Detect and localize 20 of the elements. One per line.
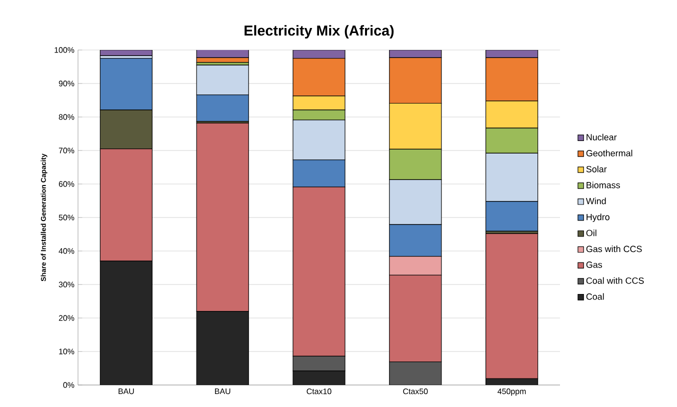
bar — [196, 50, 249, 58]
bar — [196, 311, 249, 385]
legend-label: Wind — [586, 198, 606, 204]
legend-label: Coal — [586, 293, 604, 300]
legend-label: Hydro — [586, 214, 610, 222]
bar — [292, 356, 346, 372]
bar — [292, 370, 346, 385]
legend-label: Coal with CCS — [586, 277, 644, 284]
chart-title: Electricity Mix (Africa) — [244, 25, 394, 39]
legend-label: Solar — [586, 166, 607, 172]
legend-label: Gas — [586, 262, 602, 268]
legend-label: Oil — [586, 230, 596, 236]
legend-label: Nuclear — [586, 134, 617, 140]
legend-label: Biomass — [586, 182, 620, 188]
legend-label: Geothermal — [586, 150, 632, 156]
legend-label: Gas with CCS — [586, 246, 642, 252]
bar — [389, 362, 442, 385]
bar — [389, 50, 442, 58]
bar — [486, 50, 538, 58]
bar — [100, 260, 153, 385]
